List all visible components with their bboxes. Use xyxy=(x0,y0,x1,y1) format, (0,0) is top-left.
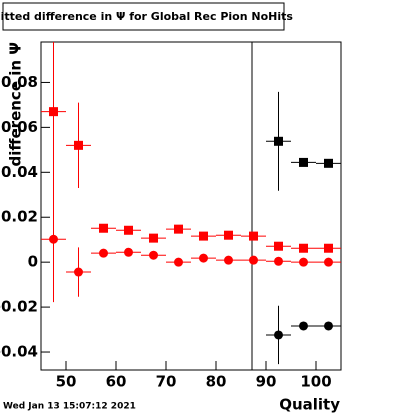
marker xyxy=(324,257,333,267)
x-tick-label: 100 xyxy=(300,373,331,391)
marker xyxy=(249,255,258,265)
y-axis-label: difference in Ψ xyxy=(7,42,25,167)
chart-title: Fitted difference in Ψ for Global Rec Pi… xyxy=(0,10,293,23)
marker xyxy=(299,321,308,331)
marker xyxy=(274,256,283,266)
marker xyxy=(249,231,258,241)
marker xyxy=(74,140,83,150)
y-tick-label: -0.02 xyxy=(0,298,38,316)
marker xyxy=(174,257,183,267)
x-tick-label: 80 xyxy=(206,373,227,391)
marker xyxy=(299,243,308,253)
y-tick-label: 0 xyxy=(28,253,38,271)
y-tick-label: -0.04 xyxy=(0,343,38,361)
marker xyxy=(149,250,158,260)
marker xyxy=(174,224,183,234)
marker xyxy=(124,225,133,235)
marker xyxy=(199,231,208,241)
marker xyxy=(224,255,233,265)
marker xyxy=(49,107,58,117)
marker xyxy=(199,253,208,263)
x-tick-label: 70 xyxy=(156,373,177,391)
marker xyxy=(274,241,283,251)
timestamp: Wed Jan 13 15:07:12 2021 xyxy=(3,402,136,412)
marker xyxy=(224,230,233,240)
x-axis-label: Quality xyxy=(279,396,340,414)
marker xyxy=(49,234,58,244)
marker xyxy=(274,136,283,146)
marker xyxy=(74,267,83,277)
marker xyxy=(99,223,108,233)
title-box xyxy=(2,2,285,31)
marker xyxy=(149,233,158,243)
marker xyxy=(324,321,333,331)
y-tick-label: 0.08 xyxy=(1,73,38,91)
x-tick-label: 50 xyxy=(56,373,77,391)
marker xyxy=(299,257,308,267)
y-tick-label: 0.06 xyxy=(1,118,38,136)
x-tick-label: 90 xyxy=(256,373,277,391)
plot-frame xyxy=(40,41,342,371)
marker xyxy=(99,248,108,258)
marker xyxy=(299,157,308,167)
points xyxy=(41,42,341,365)
y-tick-label: 0.04 xyxy=(1,163,38,181)
marker xyxy=(124,247,133,257)
x-tick-label: 60 xyxy=(106,373,127,391)
marker xyxy=(274,330,283,340)
y-tick-label: 0.02 xyxy=(1,208,38,226)
marker xyxy=(324,158,333,168)
marker xyxy=(324,243,333,253)
